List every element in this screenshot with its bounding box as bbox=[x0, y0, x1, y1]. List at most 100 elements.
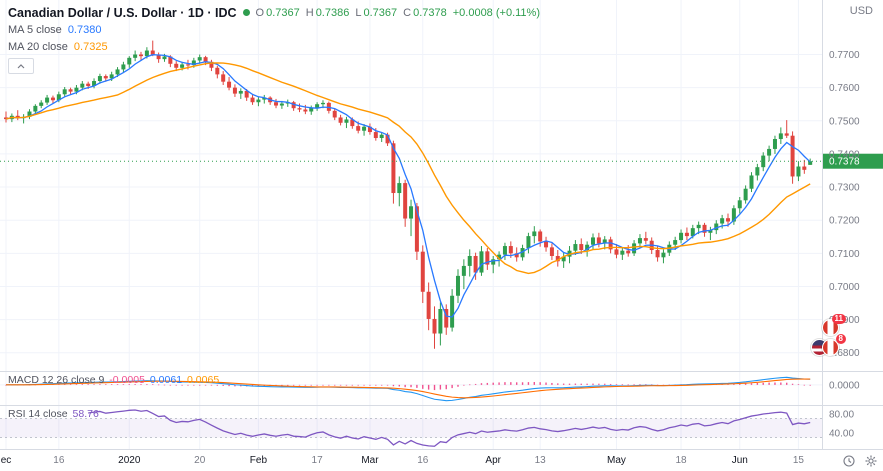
ideas-bubble-group-1[interactable]: 11 bbox=[822, 314, 846, 336]
candle-body bbox=[162, 56, 167, 60]
candle-body bbox=[702, 224, 707, 233]
candle-body bbox=[203, 57, 208, 62]
ma20-legend-row[interactable]: MA 20 close 0.7325 bbox=[8, 38, 540, 55]
macd-hist-bar bbox=[310, 384, 312, 386]
candle-body bbox=[502, 246, 507, 255]
candle-body bbox=[755, 167, 760, 176]
macd-hist-bar bbox=[422, 384, 424, 389]
candle-body bbox=[579, 244, 584, 251]
ohlc-low-label: L bbox=[355, 6, 362, 19]
macd-hist-bar bbox=[128, 384, 130, 385]
macd-hist-bar bbox=[609, 383, 612, 385]
macd-layer bbox=[0, 376, 822, 402]
svg-text:0.7300: 0.7300 bbox=[829, 183, 860, 194]
candle-body bbox=[450, 295, 455, 328]
candle-body bbox=[479, 251, 484, 273]
time-scale[interactable] bbox=[0, 449, 822, 471]
svg-text:0.7400: 0.7400 bbox=[829, 149, 860, 160]
candle-body bbox=[256, 99, 261, 103]
candle-body bbox=[373, 132, 378, 139]
macd-hist-bar bbox=[152, 384, 154, 385]
macd-hist-bar bbox=[193, 384, 195, 386]
candle-body bbox=[549, 247, 554, 256]
grid-layer bbox=[0, 0, 822, 449]
rsi-label: RSI 14 close bbox=[8, 408, 68, 420]
candle-body bbox=[62, 89, 67, 95]
symbol-title[interactable]: Canadian Dollar / U.S. Dollar · 1D · IDC bbox=[8, 5, 237, 20]
ideas-count-badge: 11 bbox=[831, 314, 846, 324]
macd-hist-bar bbox=[146, 384, 148, 385]
svg-text:0.0000: 0.0000 bbox=[829, 380, 860, 391]
macd-hist-bar bbox=[87, 384, 89, 385]
ma5-value: 0.7380 bbox=[67, 23, 102, 36]
candle-body bbox=[526, 236, 531, 249]
macd-hist-bar bbox=[762, 382, 764, 385]
candle-body bbox=[426, 291, 431, 319]
candle-body bbox=[808, 161, 813, 165]
candle-body bbox=[109, 74, 114, 79]
candle-body bbox=[420, 251, 425, 292]
macd-line-value: 0.0061 bbox=[149, 374, 183, 386]
candle-body bbox=[356, 126, 361, 131]
candle-body bbox=[520, 248, 525, 258]
candle-body bbox=[244, 90, 249, 98]
candle-body bbox=[309, 107, 314, 112]
candle-body bbox=[332, 110, 337, 118]
candle-body bbox=[720, 218, 725, 224]
macd-hist-bar bbox=[140, 384, 142, 385]
candle-body bbox=[50, 97, 55, 101]
candle-body bbox=[661, 252, 666, 258]
time-axis-label: 18 bbox=[675, 455, 687, 466]
macd-hist-bar bbox=[551, 382, 553, 385]
candle-body bbox=[802, 166, 807, 170]
candle-body bbox=[379, 134, 384, 139]
macd-hist-bar bbox=[404, 384, 406, 388]
svg-text:0.7378: 0.7378 bbox=[829, 157, 860, 168]
macd-hist-bar bbox=[5, 384, 7, 386]
macd-legend[interactable]: MACD 12 26 close 9 -0.0005 0.0061 0.0065 bbox=[8, 373, 219, 387]
price-scale[interactable] bbox=[822, 0, 883, 449]
timescale-settings-button[interactable] bbox=[865, 455, 877, 467]
svg-text:40.00: 40.00 bbox=[829, 428, 854, 439]
session-clock-button[interactable] bbox=[843, 455, 855, 467]
candle-body bbox=[655, 250, 660, 258]
ma5-legend-row[interactable]: MA 5 close 0.7380 bbox=[8, 21, 540, 38]
macd-hist-bar bbox=[592, 383, 594, 385]
rsi-legend[interactable]: RSI 14 close 58.76 bbox=[8, 407, 99, 421]
candle-body bbox=[250, 97, 255, 103]
legend-collapse-button[interactable] bbox=[8, 58, 34, 74]
svg-text:0.7600: 0.7600 bbox=[829, 83, 860, 94]
candle-body bbox=[626, 250, 631, 254]
macd-hist-bar bbox=[122, 384, 125, 385]
macd-hist-bar bbox=[339, 384, 342, 386]
candle-body bbox=[367, 126, 372, 133]
ideas-bubble-group-2[interactable]: 8 bbox=[811, 334, 846, 356]
candle-body bbox=[74, 87, 79, 92]
candle-body bbox=[227, 81, 232, 88]
candle-body bbox=[737, 200, 742, 209]
candle-body bbox=[262, 97, 267, 100]
ohlc-close: C 0.7378 bbox=[403, 7, 447, 19]
macd-hist-bar bbox=[645, 384, 647, 385]
macd-hist-bar bbox=[69, 384, 72, 385]
gear-icon bbox=[865, 455, 877, 467]
time-axis-label: 15 bbox=[793, 455, 805, 466]
macd-hist-bar bbox=[739, 383, 741, 385]
candle-body bbox=[796, 166, 801, 177]
candle-body bbox=[632, 243, 637, 254]
macd-hist-bar bbox=[345, 384, 348, 386]
candle-body bbox=[726, 218, 731, 222]
price-scale-currency[interactable]: USD bbox=[849, 5, 873, 17]
candle-body bbox=[338, 117, 343, 123]
candle-body bbox=[303, 109, 308, 112]
macd-hist-bar bbox=[786, 382, 788, 385]
candle-body bbox=[591, 237, 595, 245]
ohlc-open-value: 0.7367 bbox=[266, 6, 300, 19]
macd-label: MACD 12 26 close 9 bbox=[8, 374, 105, 386]
candle-body bbox=[749, 175, 754, 189]
ma20-label: MA 20 close bbox=[8, 40, 68, 53]
ohlc-low: L 0.7367 bbox=[355, 7, 397, 19]
candle-body bbox=[344, 119, 349, 123]
macd-hist-bar bbox=[99, 384, 101, 385]
